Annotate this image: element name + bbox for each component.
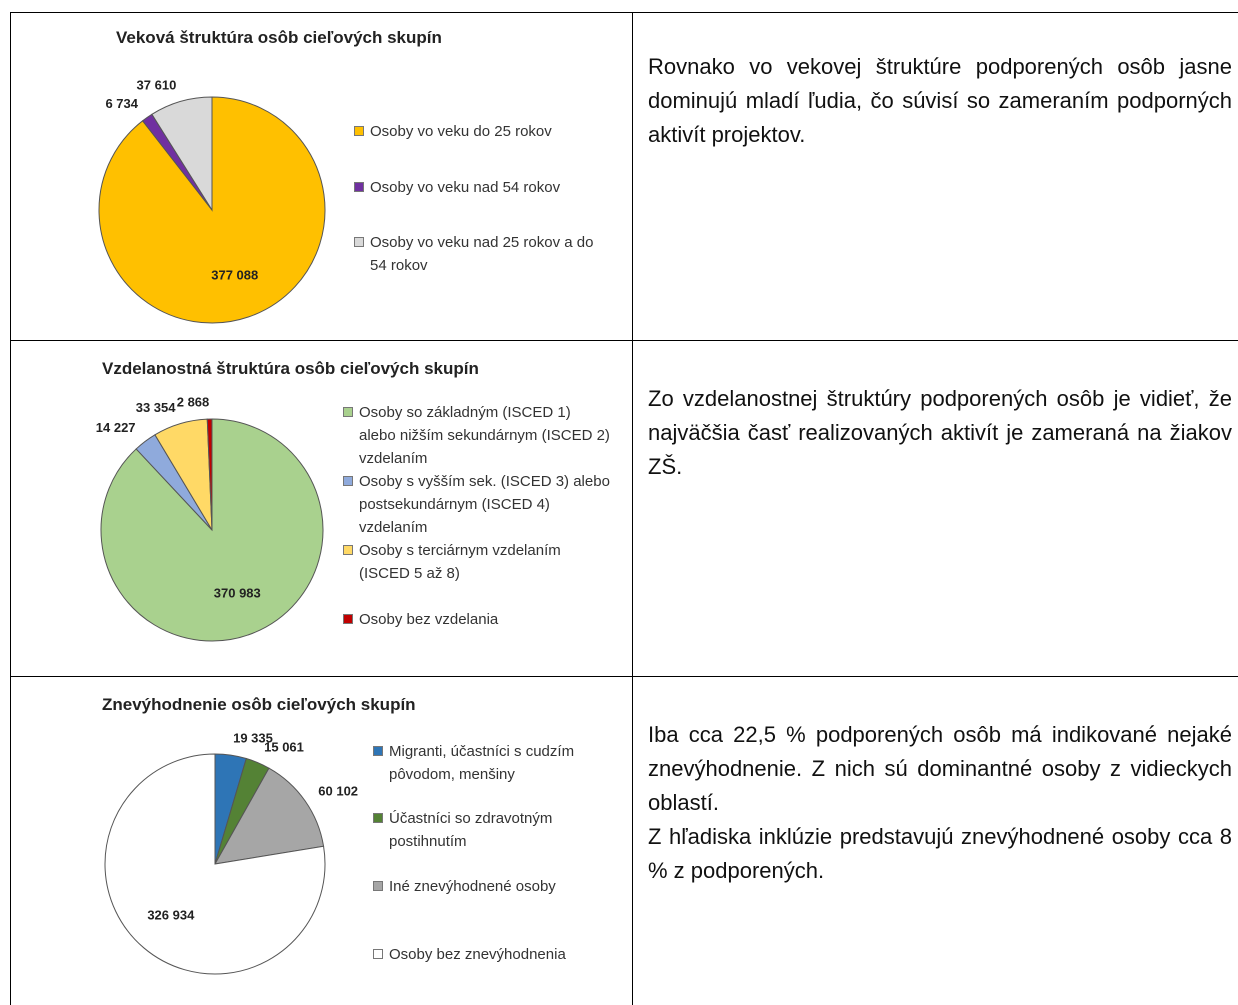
legend-swatch bbox=[373, 949, 383, 959]
border bbox=[10, 340, 1238, 341]
data-label: 370 983 bbox=[214, 585, 261, 600]
pie-slice bbox=[214, 767, 325, 865]
data-label: 60 102 bbox=[318, 783, 358, 798]
data-label: 377 088 bbox=[211, 268, 258, 283]
legend-label: Účastníci so zdravotným postihnutím bbox=[389, 810, 553, 850]
chart-title: Vzdelanostná štruktúra osôb cieľových sk… bbox=[102, 359, 479, 378]
data-label: 14 227 bbox=[96, 420, 136, 435]
legend-label: Osoby bez znevýhodnenia bbox=[389, 946, 566, 963]
legend-swatch bbox=[373, 813, 383, 823]
pie-slice bbox=[104, 753, 326, 975]
text-cell: Zo vzdelanostnej štruktúry podporených o… bbox=[648, 382, 1232, 484]
pie-slice bbox=[151, 96, 213, 212]
legend-swatch bbox=[343, 614, 353, 624]
chart-title: Znevýhodnenie osôb cieľových skupín bbox=[102, 695, 416, 714]
paragraph: Iba cca 22,5 % podporených osôb má indik… bbox=[648, 722, 1232, 815]
border bbox=[10, 676, 1238, 677]
legend-label: Osoby vo veku do 25 rokov bbox=[370, 123, 552, 140]
data-label: 37 610 bbox=[137, 77, 177, 92]
legend-label: Osoby s vyšším sek. (ISCED 3) alebo post… bbox=[359, 473, 610, 536]
legend-entry: Iné znevýhodnené osoby bbox=[373, 875, 604, 898]
legend-entry: Osoby s vyšším sek. (ISCED 3) alebo post… bbox=[343, 470, 611, 539]
legend-label: Iné znevýhodnené osoby bbox=[389, 878, 556, 895]
data-label: 2 868 bbox=[177, 394, 210, 409]
legend-entry: Osoby vo veku do 25 rokov bbox=[354, 120, 610, 143]
legend-swatch bbox=[343, 545, 353, 555]
legend-label: Osoby vo veku nad 25 rokov a do 54 rokov bbox=[370, 234, 594, 274]
legend-swatch bbox=[373, 746, 383, 756]
legend-swatch bbox=[354, 182, 364, 192]
data-label: 33 354 bbox=[136, 400, 177, 415]
legend-swatch bbox=[343, 407, 353, 417]
chart-title: Veková štruktúra osôb cieľových skupín bbox=[116, 28, 442, 47]
data-label: 6 734 bbox=[105, 96, 138, 111]
data-label: 19 335 bbox=[233, 731, 273, 746]
legend-swatch bbox=[354, 126, 364, 136]
paragraph: Zo vzdelanostnej štruktúry podporených o… bbox=[648, 386, 1232, 479]
border bbox=[10, 12, 11, 1005]
legend-entry: Účastníci so zdravotným postihnutím bbox=[373, 807, 604, 853]
data-label: 326 934 bbox=[147, 907, 195, 922]
text-cell: Rovnako vo vekovej štruktúre podporených… bbox=[648, 50, 1232, 152]
text-cell: Iba cca 22,5 % podporených osôb má indik… bbox=[648, 718, 1232, 888]
legend-label: Osoby bez vzdelania bbox=[359, 611, 499, 628]
border bbox=[10, 12, 1238, 13]
legend-entry: Osoby s terciárnym vzdelaním (ISCED 5 až… bbox=[343, 539, 611, 585]
legend-label: Osoby s terciárnym vzdelaním (ISCED 5 až… bbox=[359, 542, 561, 582]
legend-swatch bbox=[373, 881, 383, 891]
legend-entry: Osoby bez vzdelania bbox=[343, 608, 611, 631]
legend-entry: Migranti, účastníci s cudzím pôvodom, me… bbox=[373, 740, 604, 786]
legend-entry: Osoby vo veku nad 54 rokov bbox=[354, 176, 610, 199]
legend-swatch bbox=[354, 237, 364, 247]
paragraph: Z hľadiska inklúzie predstavujú znevýhod… bbox=[648, 824, 1232, 883]
legend-label: Osoby so základným (ISCED 1) alebo nižší… bbox=[359, 404, 610, 467]
legend-entry: Osoby vo veku nad 25 rokov a do 54 rokov bbox=[354, 231, 610, 277]
data-label: 15 061 bbox=[264, 739, 304, 754]
paragraph: Rovnako vo vekovej štruktúre podporených… bbox=[648, 54, 1232, 147]
legend-entry: Osoby so základným (ISCED 1) alebo nižší… bbox=[343, 401, 611, 470]
legend-entry: Osoby bez znevýhodnenia bbox=[373, 943, 604, 966]
legend-swatch bbox=[343, 476, 353, 486]
border bbox=[632, 12, 633, 1005]
legend-label: Migranti, účastníci s cudzím pôvodom, me… bbox=[389, 743, 575, 783]
pie-slice bbox=[206, 418, 213, 531]
legend-label: Osoby vo veku nad 54 rokov bbox=[370, 179, 561, 196]
